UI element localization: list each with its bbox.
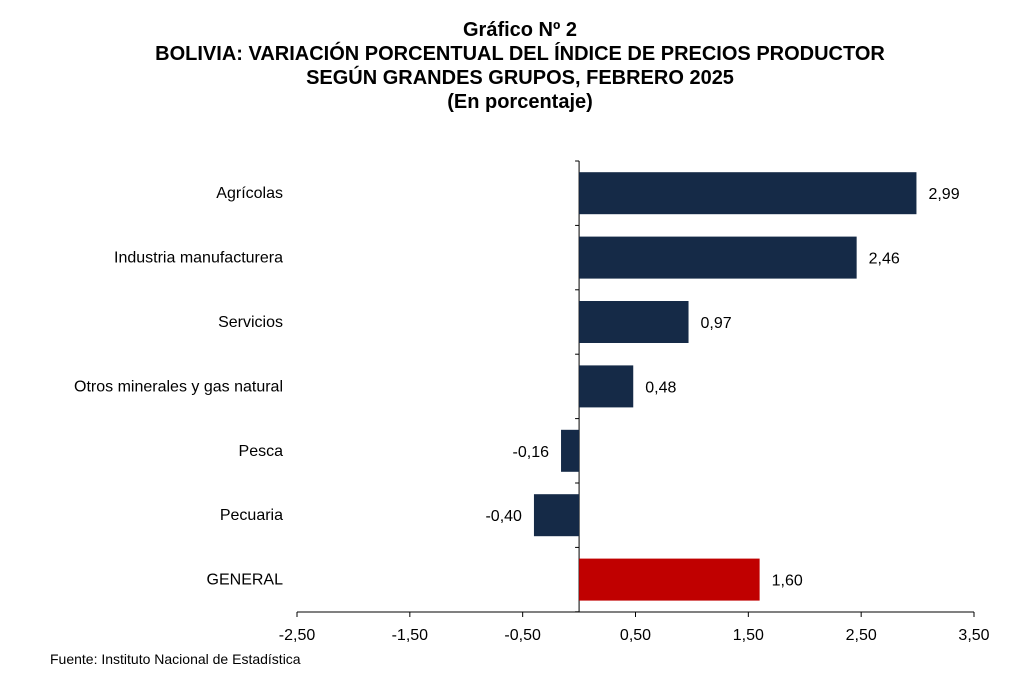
- x-tick-label: 3,50: [958, 627, 989, 644]
- x-tick-label: 0,50: [620, 627, 651, 644]
- value-label: 2,46: [869, 251, 900, 268]
- category-label: Pecuaria: [220, 507, 283, 524]
- chart-title: Gráfico Nº 2 BOLIVIA: VARIACIÓN PORCENTU…: [0, 18, 1011, 114]
- category-label: GENERAL: [207, 572, 284, 589]
- chart-title-line-3: SEGÚN GRANDES GRUPOS, FEBRERO 2025: [306, 67, 734, 89]
- value-label: -0,40: [485, 508, 522, 525]
- bar-5: [533, 494, 580, 537]
- value-label: 0,48: [645, 379, 676, 396]
- chart-title-line-2: BOLIVIA: VARIACIÓN PORCENTUAL DEL ÍNDICE…: [155, 43, 885, 65]
- x-tick-label: -1,50: [392, 627, 429, 644]
- x-tick-label: 2,50: [846, 627, 877, 644]
- chart-title-line-4: (En porcentaje): [447, 91, 593, 113]
- x-tick-label: -0,50: [504, 627, 541, 644]
- bar-0: [579, 172, 917, 215]
- category-label: Industria manufacturera: [114, 250, 283, 267]
- category-label: Otros minerales y gas natural: [74, 378, 283, 395]
- value-label: 1,60: [772, 573, 803, 590]
- value-label: -0,16: [513, 444, 550, 461]
- bar-6: [579, 558, 760, 601]
- bar-3: [579, 365, 634, 408]
- bar-4: [561, 429, 580, 472]
- category-label: Servicios: [218, 314, 283, 331]
- source-note: Fuente: Instituto Nacional de Estadístic…: [50, 651, 301, 667]
- category-label: Agrícolas: [216, 185, 283, 202]
- bar-2: [579, 301, 689, 343]
- chart-title-line-1: Gráfico Nº 2: [462, 19, 577, 41]
- bar-1: [579, 236, 857, 279]
- category-label: Pesca: [239, 443, 284, 460]
- x-tick-label: 1,50: [733, 627, 764, 644]
- value-label: 2,99: [928, 186, 959, 203]
- value-label: 0,97: [701, 315, 732, 332]
- x-tick-label: -2,50: [279, 627, 316, 644]
